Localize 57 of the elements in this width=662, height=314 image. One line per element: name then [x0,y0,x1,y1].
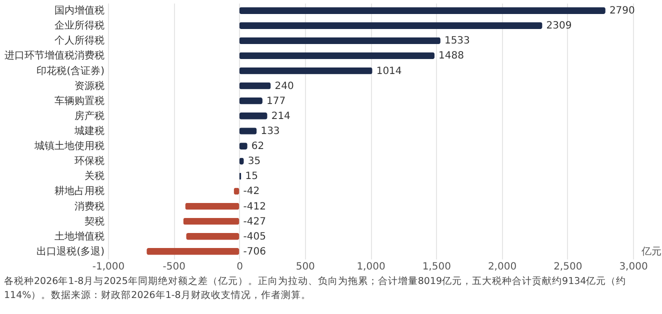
y-tick-label: 个人所得税 [54,34,104,47]
x-tick-label: 1,000 [356,262,386,272]
data-label: 133 [260,126,280,137]
y-tick-label: 房产税 [74,110,104,122]
x-tick-label: -500 [162,262,186,272]
x-tick-label: 2,500 [554,262,582,272]
data-label: 35 [248,156,261,168]
y-tick-label: 土地增值税 [54,230,104,242]
data-label: 177 [266,96,286,107]
y-tick-label: 进口环节增值税消费税 [4,50,104,62]
x-tick-label: 500 [296,262,315,272]
y-tick-label: 消费税 [74,200,104,212]
y-tick-label: 环保税 [74,155,104,168]
bar [239,97,262,104]
x-tick-label: 3,000 [619,262,648,272]
y-tick-label: 车辆购置税 [54,94,104,107]
y-tick-label: 国内增值税 [54,4,104,17]
bar [239,52,435,60]
y-tick-label: 印花税(含证券) [36,64,105,77]
data-label: 1014 [376,66,402,77]
y-tick-label: 出口退税(多退) [36,245,105,258]
data-label: 2309 [546,20,572,32]
x-tick-label: 2,000 [488,262,517,272]
bar [239,7,606,14]
data-label: 214 [271,110,290,122]
y-tick-label: 耕地占用税 [54,185,104,198]
x-tick-label: 0 [236,262,243,272]
data-label: -405 [243,231,266,242]
data-label: 62 [251,141,264,152]
bar [239,22,542,30]
bar [239,112,268,120]
y-tick-label: 关税 [84,170,104,182]
bar [183,218,240,225]
bar [239,37,440,44]
data-label: 1488 [438,50,464,62]
y-tick-label: 城镇土地使用税 [34,140,104,152]
bar [186,232,240,240]
bar [146,248,240,255]
text: 各税种2026年1-8月与2025年同期绝对额之差（亿元）。正向为拉动、负向为拖累；合计增量8019亿元，五大税种合计贡献约9134亿元（约114%）。数据来源：财政部2026年1-8月财政收支情况，作者测算。 [3,275,628,303]
data-label: 15 [245,171,258,182]
x-tick-label: 1,500 [422,262,451,272]
y-tick-label: 城建税 [74,125,104,137]
bar [239,82,271,90]
y-tick-label: 契税 [84,215,104,228]
bar [239,67,372,74]
x-axis-title: 亿元 [640,246,662,258]
data-label: 2790 [609,6,635,17]
data-label: 1533 [444,36,470,47]
data-label: -412 [243,201,266,212]
bar [185,202,240,210]
y-tick-label: 企业所得税 [54,20,104,32]
data-label: -427 [243,216,266,228]
data-label: -42 [243,186,260,198]
data-label: -706 [243,246,266,258]
y-tick-label: 资源税 [74,80,104,92]
x-tick-label: -1,000 [92,262,125,272]
data-label: 240 [274,80,294,92]
